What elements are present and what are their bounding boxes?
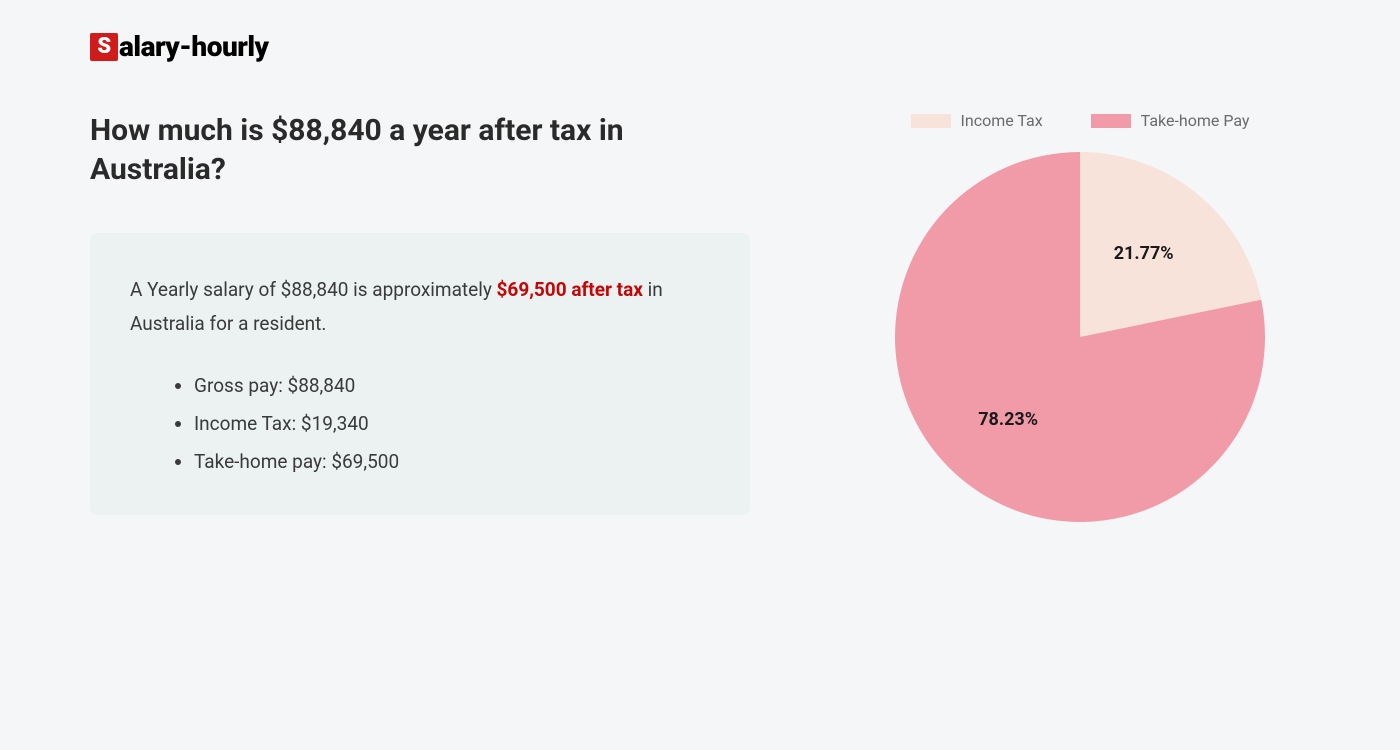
page-heading: How much is $88,840 a year after tax in … <box>90 111 750 189</box>
summary-pre: A Yearly salary of $88,840 is approximat… <box>130 278 497 301</box>
legend-label: Income Tax <box>961 111 1043 130</box>
text-column: How much is $88,840 a year after tax in … <box>90 111 750 522</box>
chart-column: Income Tax Take-home Pay 21.77% 78.23% <box>840 111 1320 522</box>
site-logo: Salary-hourly <box>90 30 1370 63</box>
chart-legend: Income Tax Take-home Pay <box>911 111 1250 130</box>
slice-label-income-tax: 21.77% <box>1114 243 1174 264</box>
pie-svg <box>895 152 1265 522</box>
legend-item-take-home: Take-home Pay <box>1091 111 1250 130</box>
slice-label-take-home: 78.23% <box>978 409 1038 430</box>
summary-highlight: $69,500 after tax <box>497 278 643 301</box>
legend-swatch <box>1091 114 1131 128</box>
breakdown-list: Gross pay: $88,840 Income Tax: $19,340 T… <box>130 367 710 481</box>
main-content: How much is $88,840 a year after tax in … <box>90 111 1370 522</box>
summary-box: A Yearly salary of $88,840 is approximat… <box>90 233 750 515</box>
list-item: Gross pay: $88,840 <box>194 367 710 405</box>
logo-text: alary-hourly <box>119 30 269 63</box>
list-item: Take-home pay: $69,500 <box>194 443 710 481</box>
pie-chart: 21.77% 78.23% <box>895 152 1265 522</box>
legend-label: Take-home Pay <box>1141 111 1250 130</box>
legend-swatch <box>911 114 951 128</box>
summary-paragraph: A Yearly salary of $88,840 is approximat… <box>130 273 710 341</box>
legend-item-income-tax: Income Tax <box>911 111 1043 130</box>
logo-badge: S <box>90 33 118 61</box>
list-item: Income Tax: $19,340 <box>194 405 710 443</box>
